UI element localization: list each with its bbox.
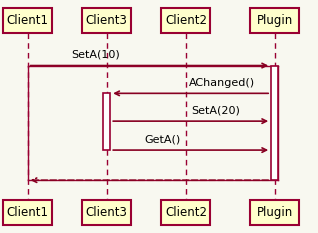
Text: Client3: Client3	[86, 206, 128, 219]
Text: Plugin: Plugin	[256, 14, 293, 27]
Text: SetA(10): SetA(10)	[71, 50, 120, 60]
Text: GetA(): GetA()	[144, 134, 180, 144]
Text: Client2: Client2	[165, 14, 207, 27]
Bar	[162, 8, 211, 33]
Bar	[3, 8, 52, 33]
Bar	[3, 200, 52, 225]
Bar	[82, 8, 131, 33]
Bar	[162, 200, 211, 225]
Bar	[250, 8, 299, 33]
Bar	[82, 200, 131, 225]
Text: Client1: Client1	[7, 206, 49, 219]
Bar	[271, 65, 278, 180]
Text: Client1: Client1	[7, 14, 49, 27]
Bar	[250, 200, 299, 225]
Text: SetA(20): SetA(20)	[191, 105, 240, 115]
Text: Client3: Client3	[86, 14, 128, 27]
Text: AChanged(): AChanged()	[189, 78, 255, 88]
Text: Client2: Client2	[165, 206, 207, 219]
Bar	[103, 93, 110, 150]
Text: Plugin: Plugin	[256, 206, 293, 219]
